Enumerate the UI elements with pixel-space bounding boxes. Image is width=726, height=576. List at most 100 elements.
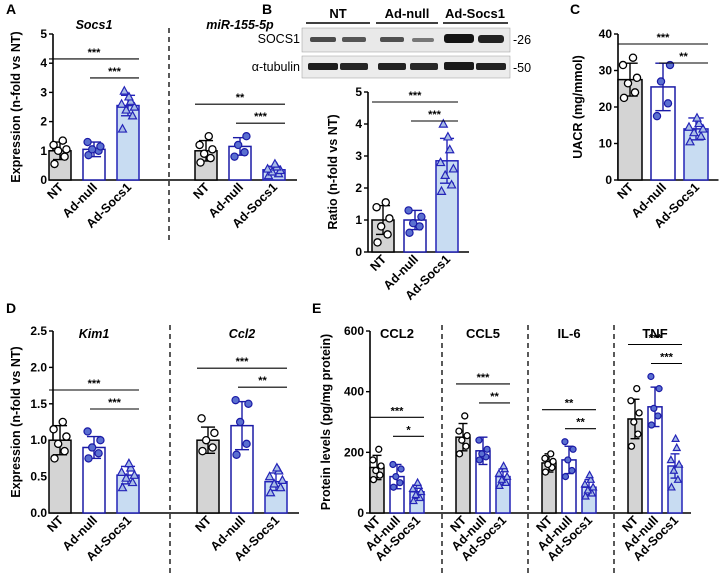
data-point [669,465,679,474]
data-point [199,149,209,158]
data-point [389,460,397,469]
data-point [408,483,418,493]
data-point [463,431,471,440]
data-point [483,445,491,453]
data-point [123,458,134,468]
significance-label: *** [236,356,250,368]
data-point [684,121,694,131]
data-point [541,468,550,476]
data-point [129,101,140,111]
significance-label: *** [88,47,102,59]
y-tick-label: 0 [40,173,47,187]
y-tick-label: 1.0 [30,433,47,447]
significance-label: *** [657,32,671,44]
data-point [654,412,662,420]
y-tick-label: 40 [599,27,613,41]
group-label: TNF [642,326,667,341]
y-tick-label: 0.5 [30,470,47,484]
data-point [125,462,136,472]
group-label: CCL5 [466,326,500,341]
data-point [242,439,251,449]
panel-letter: C [570,1,580,17]
data-point [647,372,655,381]
data-point [436,185,447,195]
group-label: Ccl2 [229,327,255,341]
blot-bands-socs1 [310,34,504,43]
y-tick-label: 2.0 [30,360,47,374]
data-point [53,146,63,156]
data-point [208,145,217,154]
data-point [49,425,58,434]
data-point [561,473,570,481]
data-point [204,131,213,141]
data-point [404,206,413,215]
data-point [588,482,598,491]
data-point [269,158,280,168]
data-point [50,159,59,169]
data-point [416,486,426,496]
group-label: IL-6 [557,326,580,341]
data-point [663,99,673,108]
y-axis-label: Ratio (n-fold vs NT) [326,114,340,229]
significance-label: *** [108,397,122,409]
data-point [396,479,404,487]
data-point [541,454,549,463]
data-point [242,131,251,141]
data-point [369,456,377,464]
significance-label: *** [660,352,674,364]
data-point [458,436,466,444]
data-point [632,73,642,83]
data-point [125,95,136,105]
y-tick-label: 400 [344,385,364,399]
data-point [455,450,464,458]
significance-label: ** [679,51,688,63]
data-point [58,417,68,427]
data-point [87,443,97,452]
significance-label: *** [477,372,491,384]
data-point [549,457,557,466]
data-point [117,123,128,133]
data-point [385,214,394,223]
blot-lane-adnull: Ad-null [385,6,430,21]
data-point [696,130,706,140]
data-point [547,450,555,458]
data-point [634,430,642,438]
y-tick-label: 2 [355,181,362,195]
data-point [198,446,207,456]
data-point [264,471,275,481]
data-point [87,145,97,154]
data-point [694,117,704,128]
y-tick-label: 5 [355,85,362,99]
data-point [689,127,699,137]
data-point [197,414,206,423]
data-point [619,93,629,103]
y-tick-label: 0 [355,245,362,259]
significance-label: *** [409,90,423,102]
y-tick-label: 0 [357,506,364,520]
data-point [408,218,418,228]
data-point [475,456,484,464]
data-point [495,480,504,489]
significance-label: ** [565,398,574,410]
data-point [672,442,682,452]
significance-label: *** [649,333,663,345]
group-label: Socs1 [76,18,113,32]
data-point [377,462,385,470]
data-point [586,474,596,483]
data-point [372,202,381,212]
data-point [667,482,676,491]
data-point [413,477,423,486]
data-point [201,435,211,445]
y-tick-label: 200 [344,445,364,459]
data-point [415,222,424,231]
data-point [127,110,138,120]
panel-letter: D [6,300,16,316]
panel-letter: E [312,300,321,316]
data-point [277,474,288,484]
data-point [373,238,382,247]
y-tick-label: 0 [605,173,612,187]
data-point [369,475,378,484]
data-point [561,438,569,446]
data-point [630,418,638,426]
